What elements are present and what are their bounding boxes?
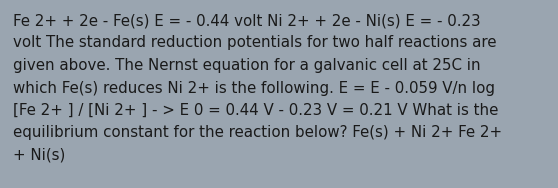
- Text: volt The standard reduction potentials for two half reactions are: volt The standard reduction potentials f…: [13, 36, 497, 51]
- Text: equilibrium constant for the reaction below? Fe(s) + Ni 2+ Fe 2+: equilibrium constant for the reaction be…: [13, 126, 502, 140]
- Text: which Fe(s) reduces Ni 2+ is the following. E = E - 0.059 V/n log: which Fe(s) reduces Ni 2+ is the followi…: [13, 80, 495, 96]
- Text: [Fe 2+ ] / [Ni 2+ ] - > E 0 = 0.44 V - 0.23 V = 0.21 V What is the: [Fe 2+ ] / [Ni 2+ ] - > E 0 = 0.44 V - 0…: [13, 103, 498, 118]
- Text: given above. The Nernst equation for a galvanic cell at 25C in: given above. The Nernst equation for a g…: [13, 58, 480, 73]
- Text: + Ni(s): + Ni(s): [13, 148, 65, 163]
- Text: Fe 2+ + 2e - Fe(s) E = - 0.44 volt Ni 2+ + 2e - Ni(s) E = - 0.23: Fe 2+ + 2e - Fe(s) E = - 0.44 volt Ni 2+…: [13, 13, 480, 28]
